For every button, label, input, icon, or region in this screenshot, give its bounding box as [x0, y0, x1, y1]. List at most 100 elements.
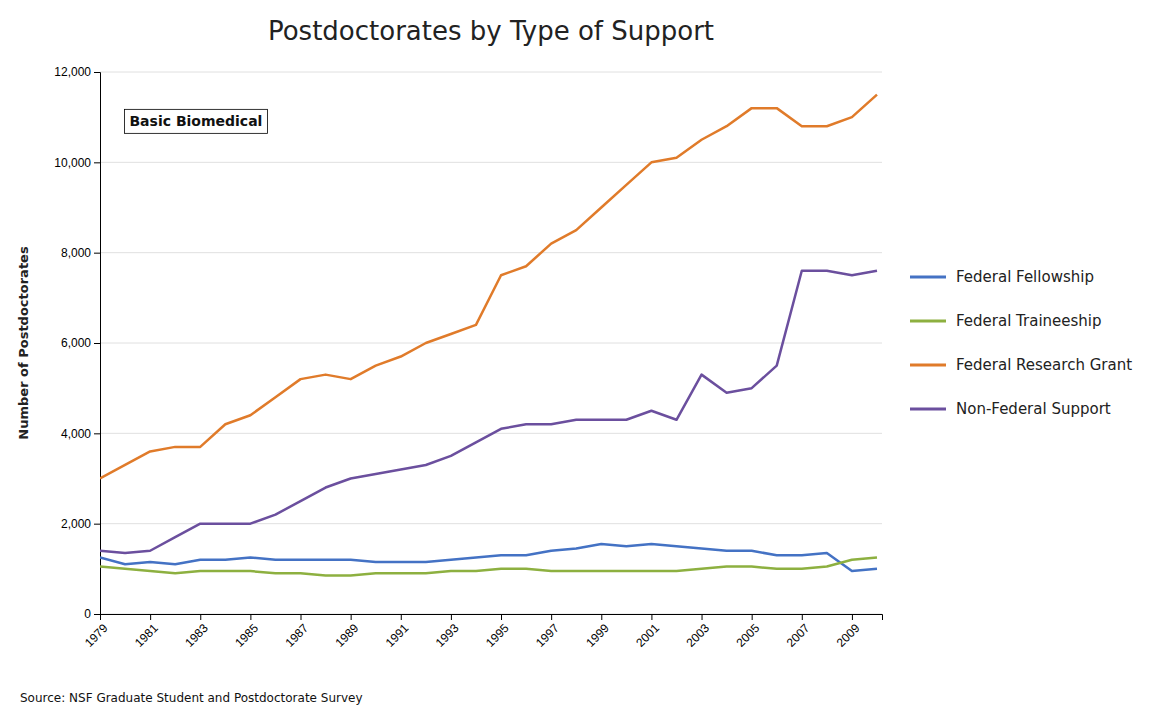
- y-tick: 8,000: [61, 246, 100, 260]
- x-tick-label: 1999: [583, 621, 612, 650]
- x-tick-mark: [651, 614, 652, 620]
- y-axis: 0 2,000 4,000 6,000 8,000 10,000 12,000: [54, 65, 100, 621]
- x-tick-mark: [100, 614, 101, 620]
- y-tick-label: 2,000: [61, 517, 91, 531]
- x-tick-mark: [551, 614, 552, 620]
- y-tick-label: 8,000: [61, 246, 91, 260]
- x-tick-label: 1985: [232, 621, 261, 650]
- legend-swatch: [910, 276, 946, 279]
- x-tick: 1993: [433, 614, 462, 650]
- legend-label: Federal Traineeship: [956, 312, 1102, 330]
- source-note: Source: NSF Graduate Student and Postdoc…: [20, 691, 363, 705]
- legend-item: Non-Federal Support: [910, 400, 1111, 418]
- x-tick: 1979: [82, 614, 111, 650]
- x-tick: 1987: [282, 614, 311, 650]
- legend-swatch: [910, 408, 946, 411]
- y-tick-mark: [94, 524, 100, 525]
- x-tick: 1983: [182, 614, 211, 650]
- x-tick: 1999: [583, 614, 612, 650]
- x-tick: 2001: [633, 614, 662, 650]
- legend-label: Federal Research Grant: [956, 356, 1132, 374]
- x-tick-label: 1995: [483, 621, 512, 650]
- x-tick: 1997: [533, 614, 562, 650]
- annotation-box: Basic Biomedical: [124, 109, 267, 133]
- legend-label: Federal Fellowship: [956, 268, 1094, 286]
- legend-label: Non-Federal Support: [956, 400, 1111, 418]
- y-tick: 4,000: [61, 427, 100, 441]
- x-tick-mark: [852, 614, 853, 620]
- grid-line: [100, 252, 882, 253]
- x-tick-label: 2003: [683, 621, 712, 650]
- grid: [100, 72, 882, 614]
- x-tick: 1991: [383, 614, 412, 650]
- lines: [100, 95, 877, 576]
- x-tick-label: 1993: [433, 621, 462, 650]
- x-tick-mark: [401, 614, 402, 620]
- y-axis-title: Number of Postdoctorates: [16, 246, 31, 440]
- series-line: [100, 558, 877, 576]
- chart: 0 2,000 4,000 6,000 8,000 10,000 12,000 1979 198…: [0, 0, 1152, 714]
- x-tick: 2007: [784, 614, 813, 650]
- y-tick: 2,000: [61, 517, 100, 531]
- y-tick-mark: [94, 614, 100, 615]
- series-line: [100, 271, 877, 553]
- x-tick-label: 2007: [784, 621, 813, 650]
- y-tick: 10,000: [54, 156, 100, 170]
- x-tick-label: 1989: [333, 621, 362, 650]
- y-tick-mark: [94, 343, 100, 344]
- x-axis: 1979 1981 1983 1985 1987 1989 1991 1993 1995 1997…: [82, 614, 883, 650]
- x-tick-mark: [752, 614, 753, 620]
- x-tick: 1989: [333, 614, 362, 650]
- x-tick-label: 1991: [383, 621, 412, 650]
- x-tick: 2003: [683, 614, 712, 650]
- y-tick-label: 12,000: [54, 65, 91, 79]
- y-tick-mark: [94, 433, 100, 434]
- x-tick-mark: [451, 614, 452, 620]
- x-tick-mark: [150, 614, 151, 620]
- x-tick-label: 1983: [182, 621, 211, 650]
- y-tick-mark: [94, 162, 100, 163]
- legend-item: Federal Research Grant: [910, 356, 1132, 374]
- legend: Federal Fellowship Federal Traineeship Fed…: [910, 268, 1132, 418]
- y-tick: 12,000: [54, 65, 100, 79]
- x-tick: 1995: [483, 614, 512, 650]
- x-tick-mark: [200, 614, 201, 620]
- x-tick: 1985: [232, 614, 261, 650]
- x-tick-mark: [702, 614, 703, 620]
- x-tick-mark: [501, 614, 502, 620]
- legend-item: Federal Traineeship: [910, 312, 1102, 330]
- x-axis-line: [101, 615, 883, 621]
- legend-swatch: [910, 364, 946, 367]
- x-tick: 2005: [734, 614, 763, 650]
- x-tick-label: 1997: [533, 621, 562, 650]
- series-line: [100, 95, 877, 479]
- y-tick-label: 10,000: [54, 156, 91, 170]
- x-tick: 1981: [132, 614, 161, 650]
- y-axis-line: [94, 73, 101, 615]
- legend-swatch: [910, 320, 946, 323]
- x-tick-label: 2009: [834, 621, 863, 650]
- legend-item: Federal Fellowship: [910, 268, 1094, 286]
- y-tick: 6,000: [61, 336, 100, 350]
- grid-line: [100, 343, 882, 344]
- x-tick-mark: [802, 614, 803, 620]
- x-tick-mark: [351, 614, 352, 620]
- x-tick-label: 1987: [282, 621, 311, 650]
- grid-line: [100, 72, 882, 73]
- annotation: Basic Biomedical: [129, 113, 262, 129]
- plot-area: 0 2,000 4,000 6,000 8,000 10,000 12,000 1979 198…: [54, 65, 882, 650]
- x-tick-mark: [601, 614, 602, 620]
- x-tick-mark: [250, 614, 251, 620]
- x-tick-label: 1979: [82, 621, 111, 650]
- y-tick-mark: [94, 253, 100, 254]
- y-tick-mark: [94, 72, 100, 73]
- y-tick: 0: [84, 607, 100, 621]
- x-tick-label: 2001: [633, 621, 662, 650]
- x-tick-label: 2005: [734, 621, 763, 650]
- annotation-frame: [124, 109, 267, 133]
- y-tick-label: 0: [84, 607, 91, 621]
- y-tick-label: 4,000: [61, 427, 91, 441]
- grid-line: [100, 162, 882, 163]
- title: Postdoctorates by Type of Support: [268, 16, 714, 46]
- x-tick-mark: [301, 614, 302, 620]
